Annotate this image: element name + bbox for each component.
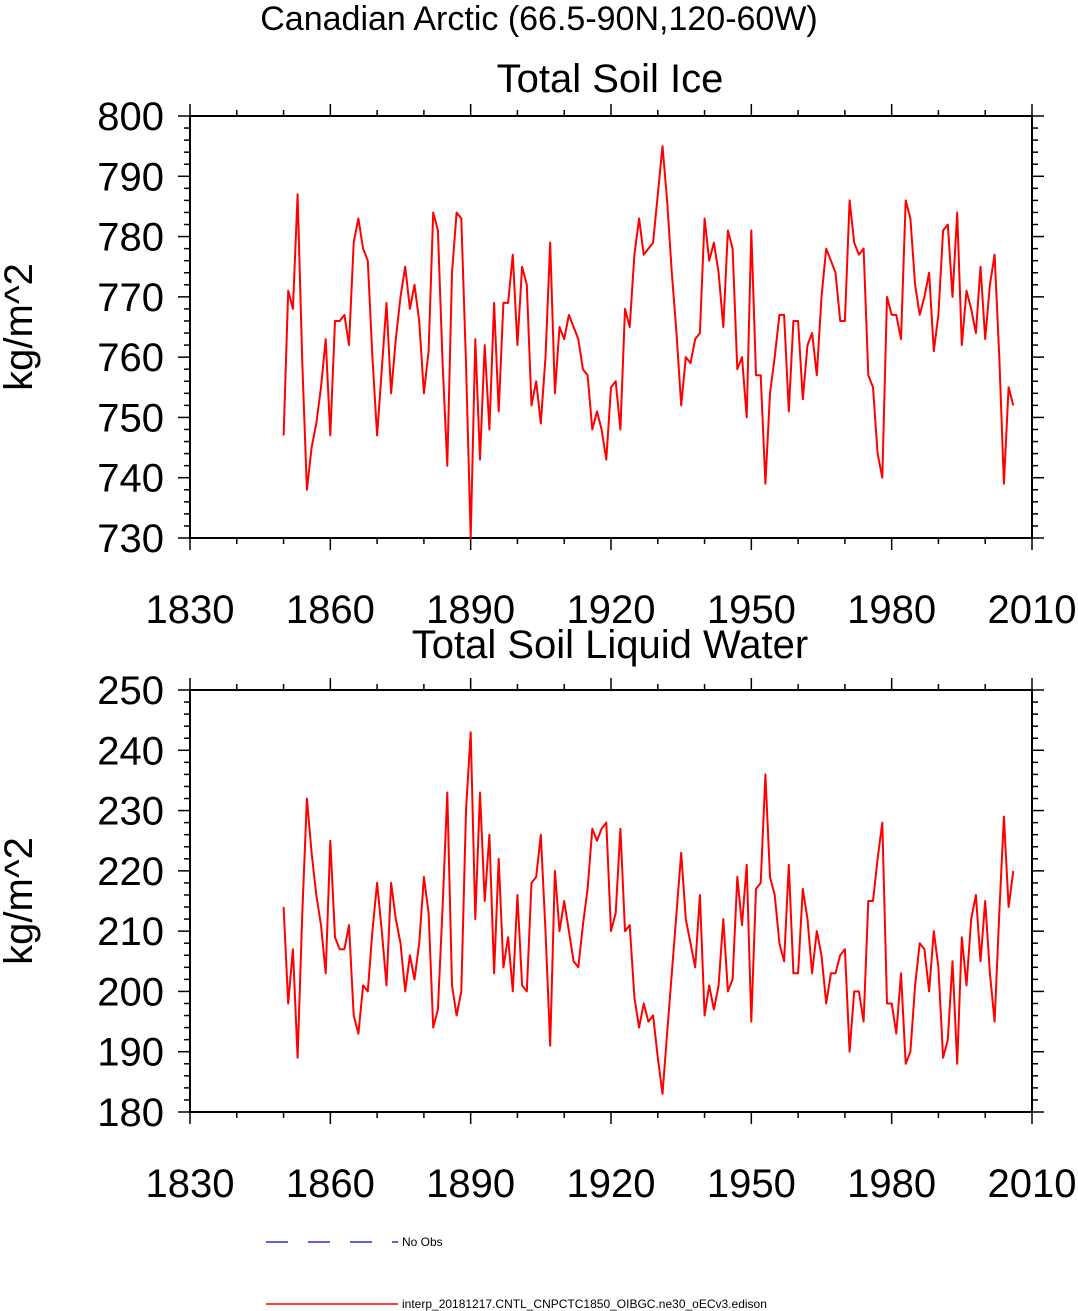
chart-title: Total Soil Ice <box>497 57 724 101</box>
x-tick-label: 1950 <box>707 1162 796 1206</box>
series-line <box>282 145 1015 539</box>
y-tick-label: 210 <box>97 910 164 954</box>
y-tick-label: 740 <box>97 457 164 501</box>
legend-label-model: interp_20181217.CNTL_CNPCTC1850_OIBGC.ne… <box>402 1297 767 1311</box>
series-line <box>282 731 1015 1095</box>
y-tick-label: 180 <box>97 1091 164 1135</box>
x-tick-label: 2010 <box>988 1162 1077 1206</box>
y-tick-label: 800 <box>97 95 164 139</box>
x-tick-label: 1920 <box>567 588 656 632</box>
legend: No Obs interp_20181217.CNTL_CNPCTC1850_O… <box>266 1235 767 1311</box>
y-tick-label: 770 <box>97 276 164 320</box>
y-tick-label: 250 <box>97 669 164 713</box>
y-tick-label: 240 <box>97 729 164 773</box>
x-tick-label: 1860 <box>286 1162 375 1206</box>
plot-frame <box>189 115 1033 539</box>
chart-title: Total Soil Liquid Water <box>412 623 808 667</box>
x-tick-label: 1980 <box>847 1162 936 1206</box>
y-tick-label: 190 <box>97 1031 164 1075</box>
y-tick-label: 200 <box>97 970 164 1014</box>
x-tick-label: 1890 <box>426 1162 515 1206</box>
y-axis-label: kg/m^2 <box>0 837 41 965</box>
y-tick-label: 780 <box>97 216 164 260</box>
x-tick-label: 1830 <box>146 1162 235 1206</box>
y-axis-label: kg/m^2 <box>0 263 41 391</box>
x-tick-label: 2010 <box>988 588 1077 632</box>
x-tick-label: 1980 <box>847 588 936 632</box>
x-tick-label: 1860 <box>286 588 375 632</box>
chart-panel-soil-ice: Total Soil Ice kg/m^2 1830 1860 1890 1920 19… <box>0 57 1076 632</box>
figure-title: Canadian Arctic (66.5-90N,120-60W) <box>260 0 818 38</box>
y-tick-label: 760 <box>97 336 164 380</box>
legend-label-no-obs: No Obs <box>402 1235 443 1249</box>
y-tick-label: 730 <box>97 517 164 561</box>
y-tick-label: 230 <box>97 790 164 834</box>
y-tick-label: 750 <box>97 396 164 440</box>
y-tick-label: 220 <box>97 850 164 894</box>
x-tick-label: 1830 <box>146 588 235 632</box>
x-tick-label: 1920 <box>567 1162 656 1206</box>
y-tick-label: 790 <box>97 155 164 199</box>
x-tick-label: 1950 <box>707 588 796 632</box>
chart-panel-soil-liquid-water: Total Soil Liquid Water kg/m^2 1830 1860 1… <box>0 623 1076 1206</box>
x-tick-label: 1890 <box>426 588 515 632</box>
